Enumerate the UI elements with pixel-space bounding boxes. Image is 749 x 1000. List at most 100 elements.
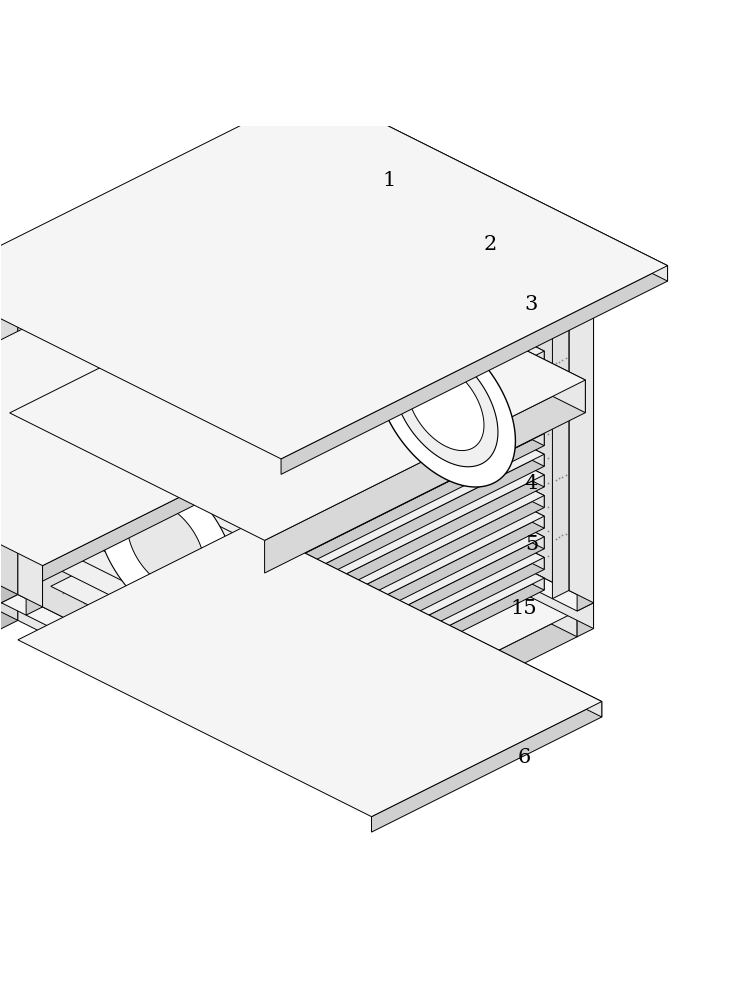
Polygon shape [1,302,43,323]
Polygon shape [314,611,577,768]
Text: 3: 3 [525,295,539,314]
Polygon shape [18,302,43,607]
Polygon shape [198,450,545,623]
Text: 6: 6 [518,748,530,767]
Polygon shape [306,335,396,392]
Polygon shape [142,360,396,499]
Polygon shape [142,483,396,623]
Polygon shape [454,306,545,363]
Polygon shape [376,325,515,487]
Text: 4: 4 [525,474,538,493]
Polygon shape [289,537,545,676]
Polygon shape [142,401,396,540]
Polygon shape [322,175,569,590]
Polygon shape [306,356,396,413]
Polygon shape [381,221,393,519]
Polygon shape [330,253,585,413]
Polygon shape [142,339,396,478]
Polygon shape [289,557,545,697]
Polygon shape [289,434,545,573]
Polygon shape [289,496,545,635]
Polygon shape [306,438,396,495]
Polygon shape [198,326,545,499]
Polygon shape [306,459,396,516]
Polygon shape [198,430,545,602]
Polygon shape [314,293,577,450]
Polygon shape [281,145,577,319]
Polygon shape [198,492,545,664]
Polygon shape [297,743,314,777]
Polygon shape [51,252,396,425]
Polygon shape [297,450,314,751]
Polygon shape [198,512,545,685]
Polygon shape [407,361,484,451]
Polygon shape [553,298,569,599]
Polygon shape [18,276,314,450]
Polygon shape [289,351,545,491]
Polygon shape [51,273,396,446]
Polygon shape [51,459,396,632]
Polygon shape [51,418,396,590]
Polygon shape [0,504,18,620]
Polygon shape [289,516,545,656]
Polygon shape [51,397,396,570]
Polygon shape [43,315,289,730]
Polygon shape [454,388,545,446]
Polygon shape [289,413,545,552]
Polygon shape [289,475,545,614]
Polygon shape [59,311,306,450]
Polygon shape [198,388,545,561]
Polygon shape [281,463,577,637]
Polygon shape [127,501,204,590]
Polygon shape [142,504,396,644]
Polygon shape [297,162,322,467]
Polygon shape [142,318,396,458]
Polygon shape [10,253,585,540]
Polygon shape [18,145,577,424]
Polygon shape [306,175,322,475]
Polygon shape [454,430,545,487]
Polygon shape [569,298,593,603]
Polygon shape [306,376,396,434]
Polygon shape [297,424,314,459]
Polygon shape [454,512,545,569]
Polygon shape [198,409,545,582]
Polygon shape [289,438,314,743]
Polygon shape [51,356,396,528]
Polygon shape [18,595,314,768]
Polygon shape [393,345,498,467]
Polygon shape [51,314,396,487]
Polygon shape [142,422,396,561]
Polygon shape [372,702,601,832]
Polygon shape [306,314,396,372]
Polygon shape [51,438,396,611]
Polygon shape [454,368,545,425]
Polygon shape [51,232,396,405]
Polygon shape [43,434,306,581]
Polygon shape [214,269,477,693]
Polygon shape [51,335,396,508]
Text: 15: 15 [511,599,537,618]
Polygon shape [273,438,314,459]
Polygon shape [248,525,601,717]
Polygon shape [454,409,545,466]
Polygon shape [1,276,314,433]
Polygon shape [26,315,43,615]
Polygon shape [577,603,593,637]
Polygon shape [289,578,545,718]
Polygon shape [142,442,396,582]
Polygon shape [1,595,314,751]
Polygon shape [281,455,593,611]
Polygon shape [198,533,545,706]
Polygon shape [306,397,396,454]
Polygon shape [142,380,396,520]
Polygon shape [0,290,18,393]
Polygon shape [142,298,396,437]
Polygon shape [454,326,545,384]
Polygon shape [118,221,393,358]
Polygon shape [18,463,577,743]
Polygon shape [130,227,393,651]
Polygon shape [281,162,322,183]
Polygon shape [577,285,593,319]
Polygon shape [0,276,18,393]
